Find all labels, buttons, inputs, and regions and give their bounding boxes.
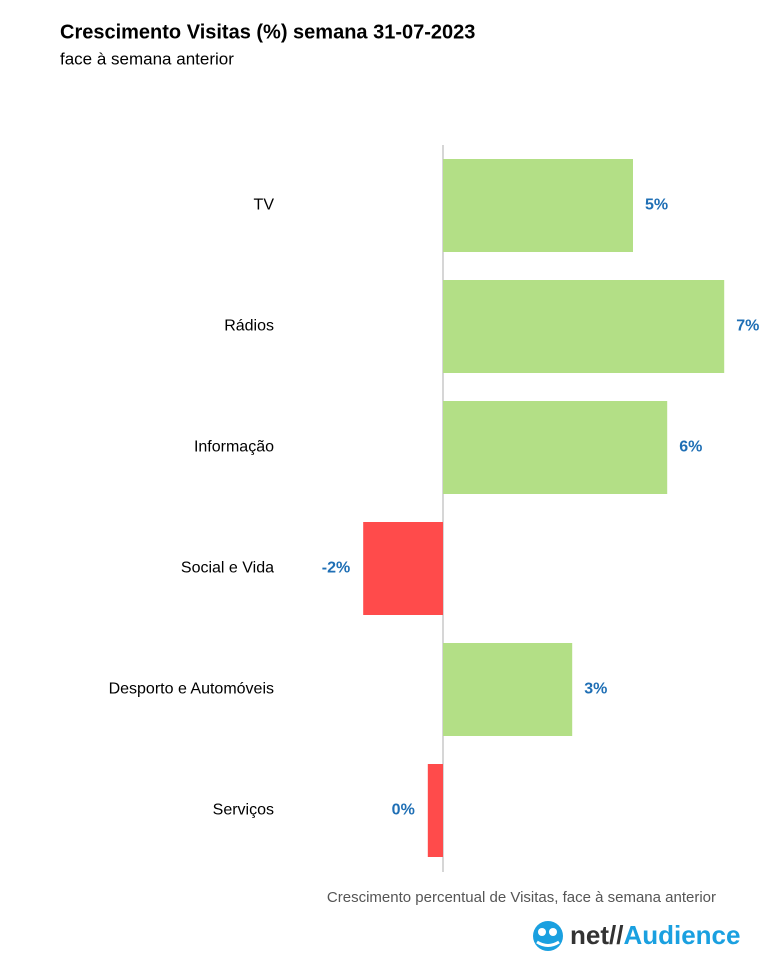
logo-icon-dot	[538, 928, 546, 936]
bar	[443, 643, 573, 736]
value-label: 5%	[645, 197, 668, 214]
y-tick-label: Informação	[194, 439, 274, 456]
value-label: -2%	[322, 560, 350, 577]
bar	[443, 401, 668, 494]
value-label: 0%	[392, 802, 415, 819]
chart-subtitle: face à semana anterior	[60, 49, 234, 68]
bar	[443, 159, 633, 252]
logo-prefix: net//	[570, 920, 623, 950]
y-tick-label: Desporto e Automóveis	[109, 681, 274, 698]
x-axis-label: Crescimento percentual de Visitas, face …	[327, 889, 716, 906]
logo-name: Audience	[623, 920, 740, 950]
y-tick-label: Social e Vida	[181, 560, 274, 577]
bar	[443, 280, 725, 373]
bar	[363, 522, 443, 615]
logo-icon-smile	[536, 940, 560, 947]
y-tick-label: Rádios	[224, 318, 274, 335]
bar	[427, 764, 443, 857]
logo-text: net//Audience	[570, 920, 740, 950]
value-label: 7%	[736, 318, 759, 335]
chart-title: Crescimento Visitas (%) semana 31-07-202…	[60, 21, 475, 43]
y-tick-label: TV	[254, 197, 275, 214]
logo: net//Audience	[533, 920, 740, 951]
y-tick-label: Serviços	[213, 802, 274, 819]
logo-icon-dot	[549, 928, 557, 936]
value-label: 3%	[584, 681, 607, 698]
value-label: 6%	[679, 439, 702, 456]
